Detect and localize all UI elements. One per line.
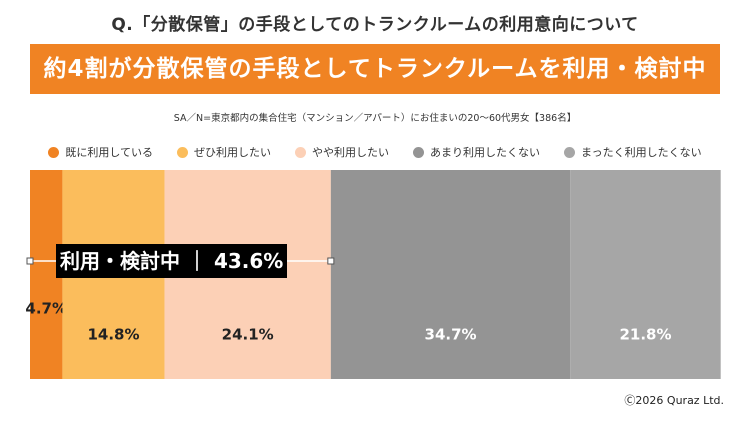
data-label-0: 4.7% [25, 300, 67, 318]
data-label-2: 24.1% [222, 326, 274, 344]
legend-label-0: 既に利用している [65, 146, 154, 159]
bar-segment-4 [570, 170, 721, 379]
question-title: Q.「分散保管」の手段としてのトランクルームの利用意向について [111, 15, 639, 35]
bracket-end-1 [327, 257, 335, 265]
legend-label-4: まったく利用したくない [581, 146, 702, 159]
legend-swatch-1 [177, 146, 189, 158]
headline-banner: 約4割が分散保管の手段としてトランクルームを利用・検討中 [30, 44, 720, 94]
legend-swatch-2 [295, 146, 307, 158]
bracket-separator: ｜ [186, 249, 207, 273]
bracket-value: 43.6% [213, 249, 284, 273]
copyright: Ⓒ2026 Quraz Ltd. [624, 394, 724, 407]
survey-note: SA／N=東京都内の集合住宅（マンション／アパート）にお住まいの20～60代男女… [173, 113, 577, 124]
legend-item-1: ぜひ利用したい [177, 144, 271, 160]
data-label-3: 34.7% [425, 326, 477, 344]
data-label-4: 21.8% [619, 326, 671, 344]
bracket-label-text: 利用・検討中 [60, 249, 180, 273]
legend-item-2: やや利用したい [295, 144, 389, 160]
chart-legend: 既に利用している ぜひ利用したい やや利用したい あまり利用したくない まったく… [0, 144, 750, 160]
legend-item-0: 既に利用している [48, 144, 153, 160]
legend-item-4: まったく利用したくない [564, 144, 702, 160]
legend-label-3: あまり利用したくない [430, 146, 541, 159]
data-label-1: 14.8% [87, 326, 139, 344]
legend-label-2: やや利用したい [312, 146, 390, 159]
bracket-label: 利用・検討中 ｜ 43.6% [56, 244, 288, 278]
legend-label-1: ぜひ利用したい [194, 146, 272, 159]
legend-swatch-4 [564, 146, 576, 158]
bar-segment-3 [330, 170, 571, 379]
legend-item-3: あまり利用したくない [413, 144, 540, 160]
legend-swatch-0 [48, 146, 60, 158]
bracket-end-0 [26, 257, 34, 265]
legend-swatch-3 [413, 146, 425, 158]
